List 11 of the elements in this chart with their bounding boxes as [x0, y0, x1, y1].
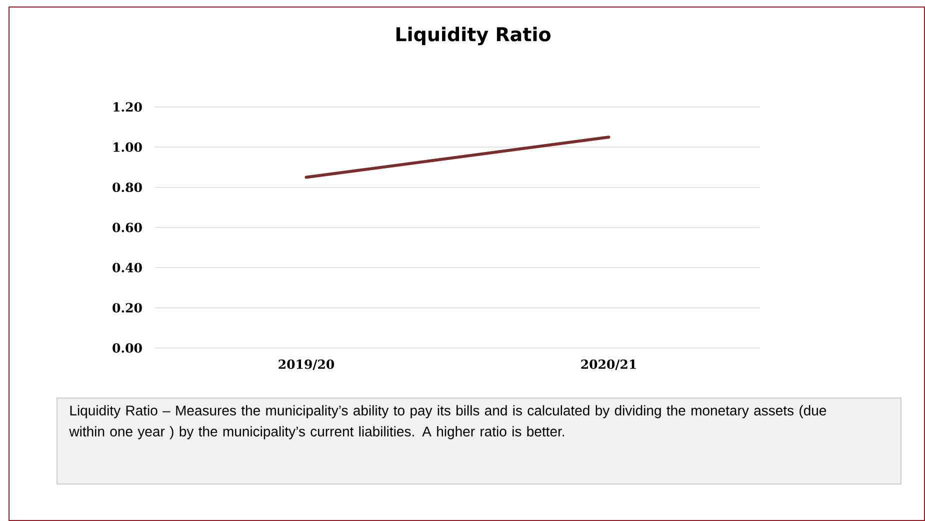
y-tick-label: 0.80 [112, 182, 142, 192]
text: Liquidity Ratio – Measures the municipality’s ability to pay its bills and is calculated by dividing the monetary assets (due within one year ) by the municipality’s current liabilities. A higher ratio is better. [69, 405, 826, 440]
y-tick-label: 0.60 [112, 222, 142, 232]
x-tick-label: 2019/20 [278, 360, 334, 370]
y-tick-label: 0.00 [112, 343, 142, 353]
y-tick-label: 1.00 [114, 142, 142, 152]
x-tick-label: 2020/21 [581, 360, 636, 370]
y-tick-label: 1.20 [114, 102, 142, 112]
chart-title: Liquidity Ratio [396, 26, 550, 46]
y-tick-label: 0.20 [112, 303, 142, 313]
y-tick-label: 0.40 [112, 262, 142, 272]
